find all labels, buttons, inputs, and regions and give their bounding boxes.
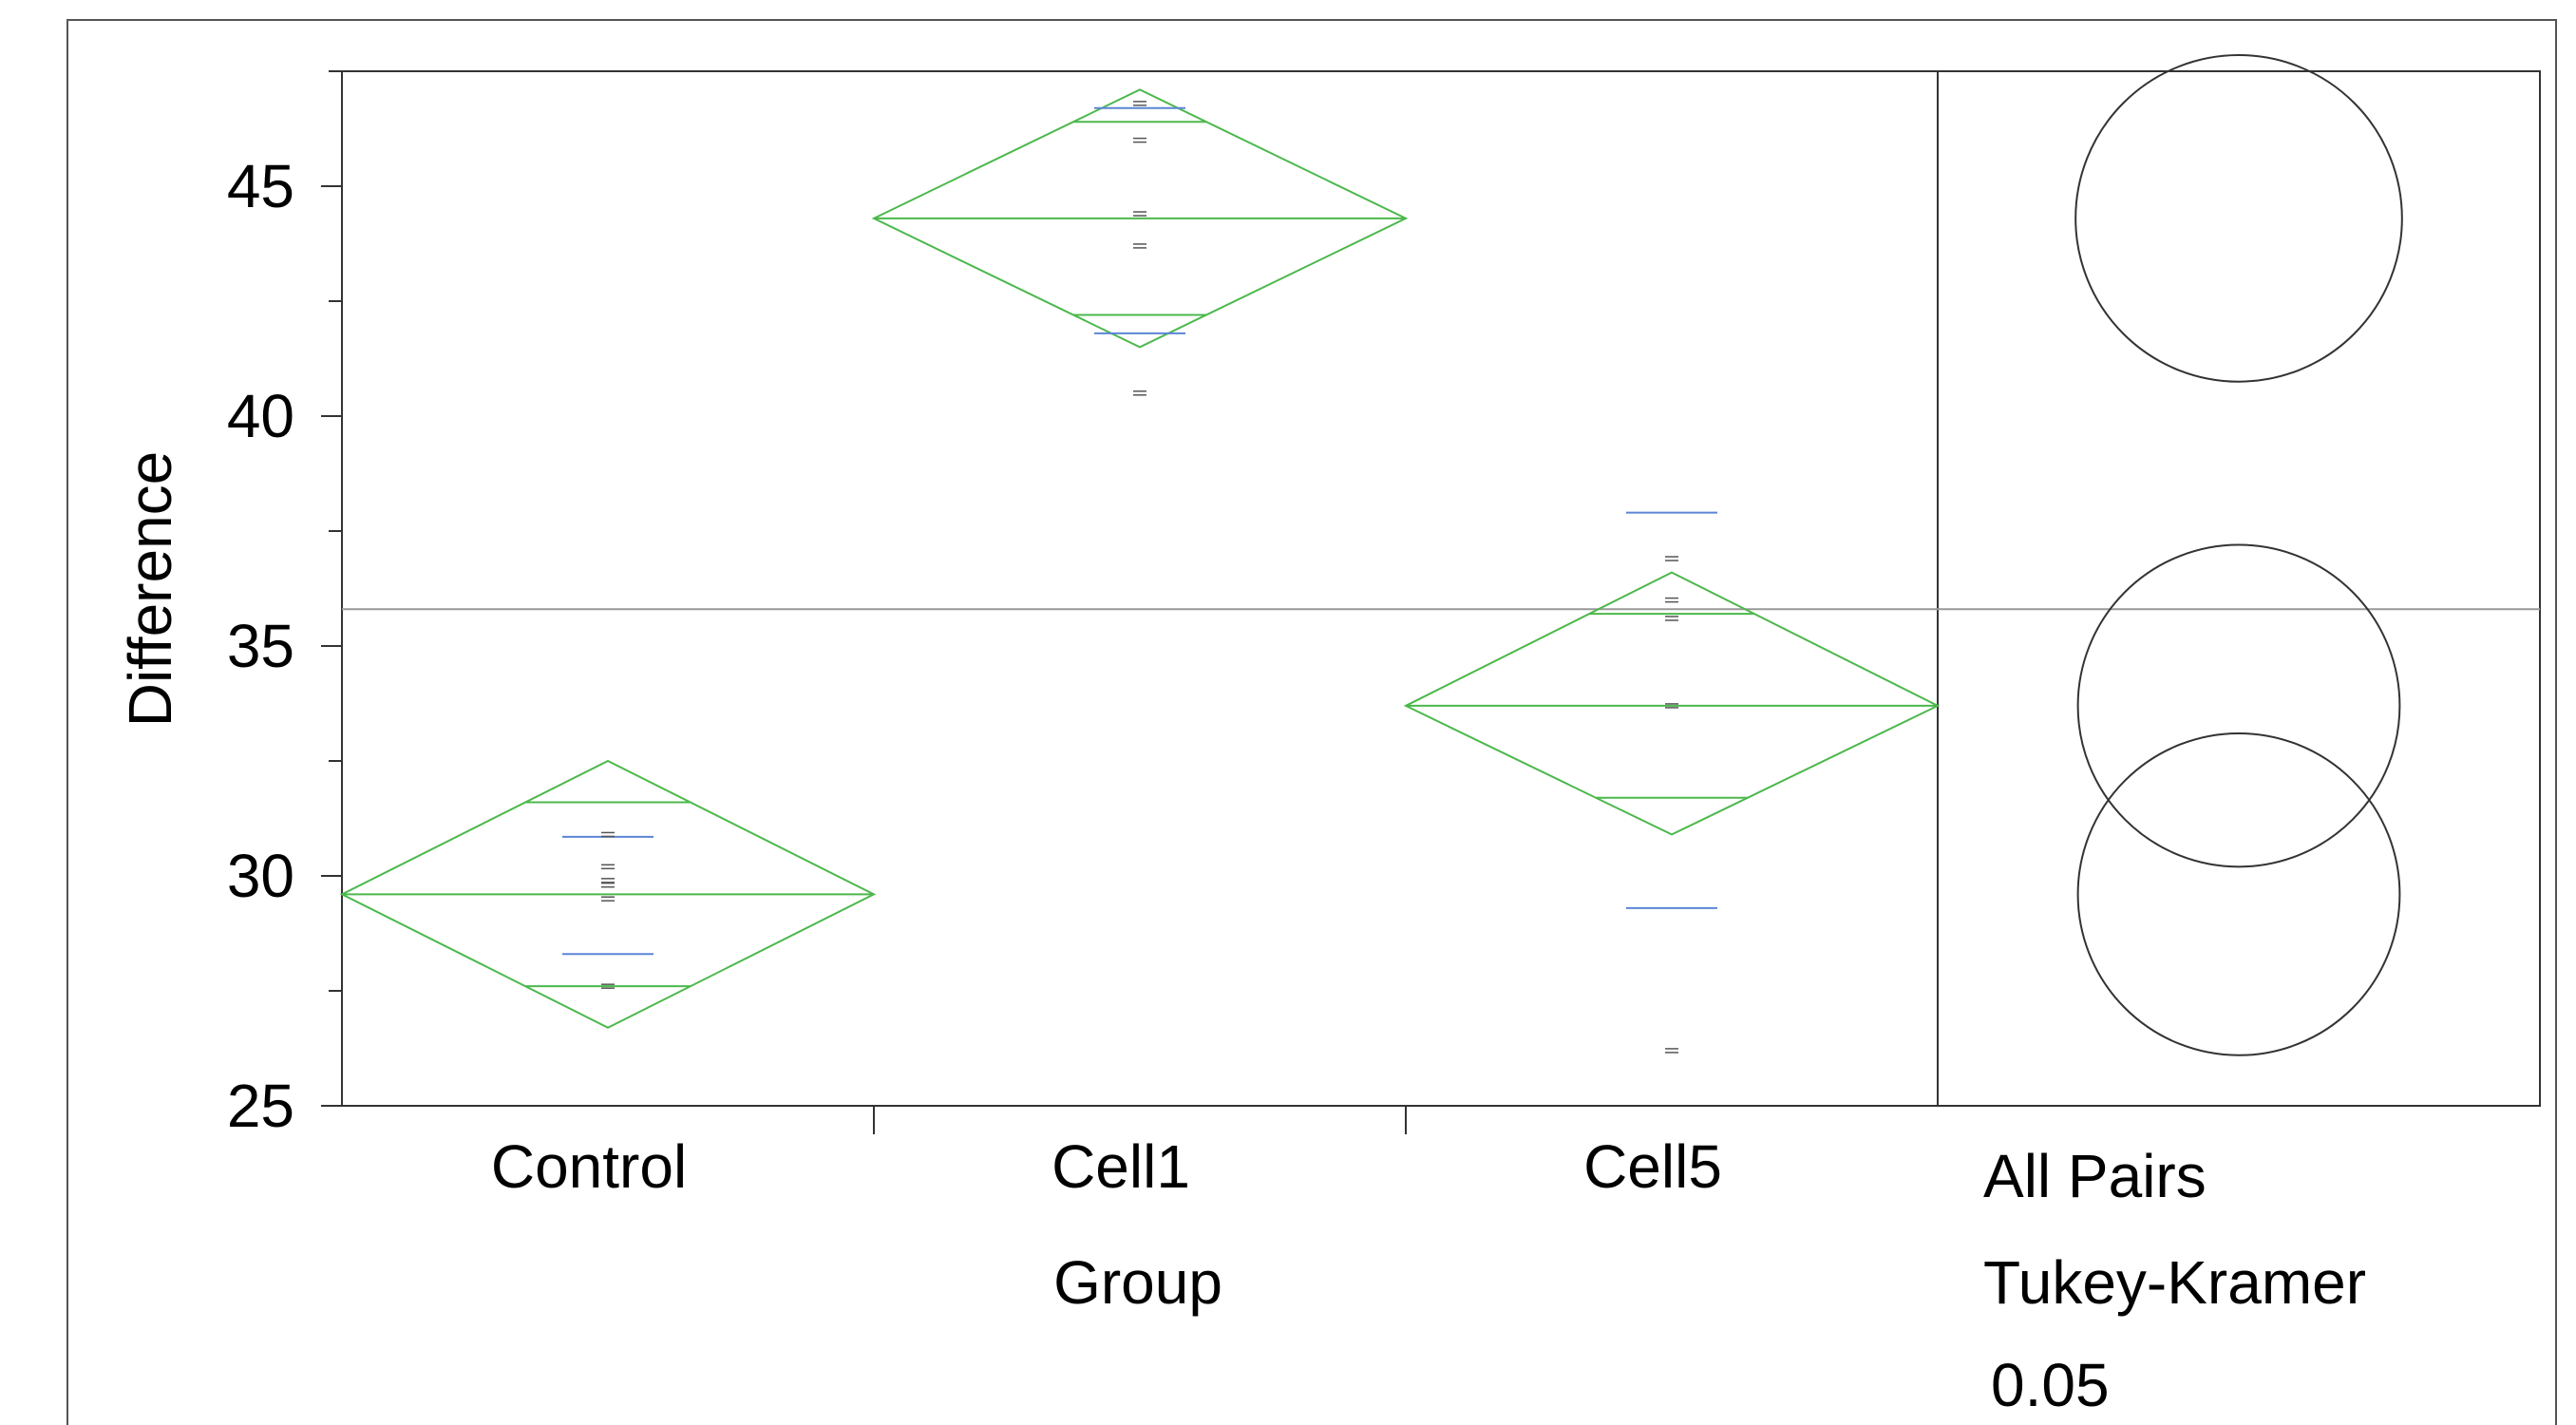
x-axis: Control Cell1 Cell5 xyxy=(491,1106,1722,1201)
outer-frame xyxy=(66,19,2557,1425)
group-cell1 xyxy=(871,88,1409,396)
comparison-label-alpha: 0.05 xyxy=(1991,1351,2110,1419)
y-axis-label: Difference xyxy=(116,451,184,728)
x-tick-label: Cell5 xyxy=(1583,1132,1722,1201)
y-tick-label: 35 xyxy=(227,612,294,680)
group-diamonds xyxy=(339,88,1941,1054)
group-control xyxy=(339,759,877,1029)
comparison-circle-cell1 xyxy=(2074,54,2403,383)
x-axis-label: Group xyxy=(1053,1248,1222,1317)
plot-frame xyxy=(341,70,2541,1107)
y-tick-label: 30 xyxy=(227,842,294,910)
comparison-label-method: All Pairs xyxy=(1983,1142,2207,1210)
y-tick-label: 45 xyxy=(227,152,294,220)
comparison-circle-cell5 xyxy=(2076,543,2401,868)
comparison-circles xyxy=(2074,54,2403,1056)
y-tick-label: 40 xyxy=(227,382,294,450)
comparison-label-test: Tukey-Kramer xyxy=(1983,1248,2366,1317)
x-tick-label: Cell1 xyxy=(1051,1132,1190,1201)
y-axis: 25 30 35 40 45 xyxy=(227,70,342,1140)
comparison-circle-control xyxy=(2076,732,2401,1056)
x-tick-label: Control xyxy=(491,1132,687,1201)
group-cell5 xyxy=(1403,511,1941,1054)
y-tick-label: 25 xyxy=(227,1072,294,1140)
